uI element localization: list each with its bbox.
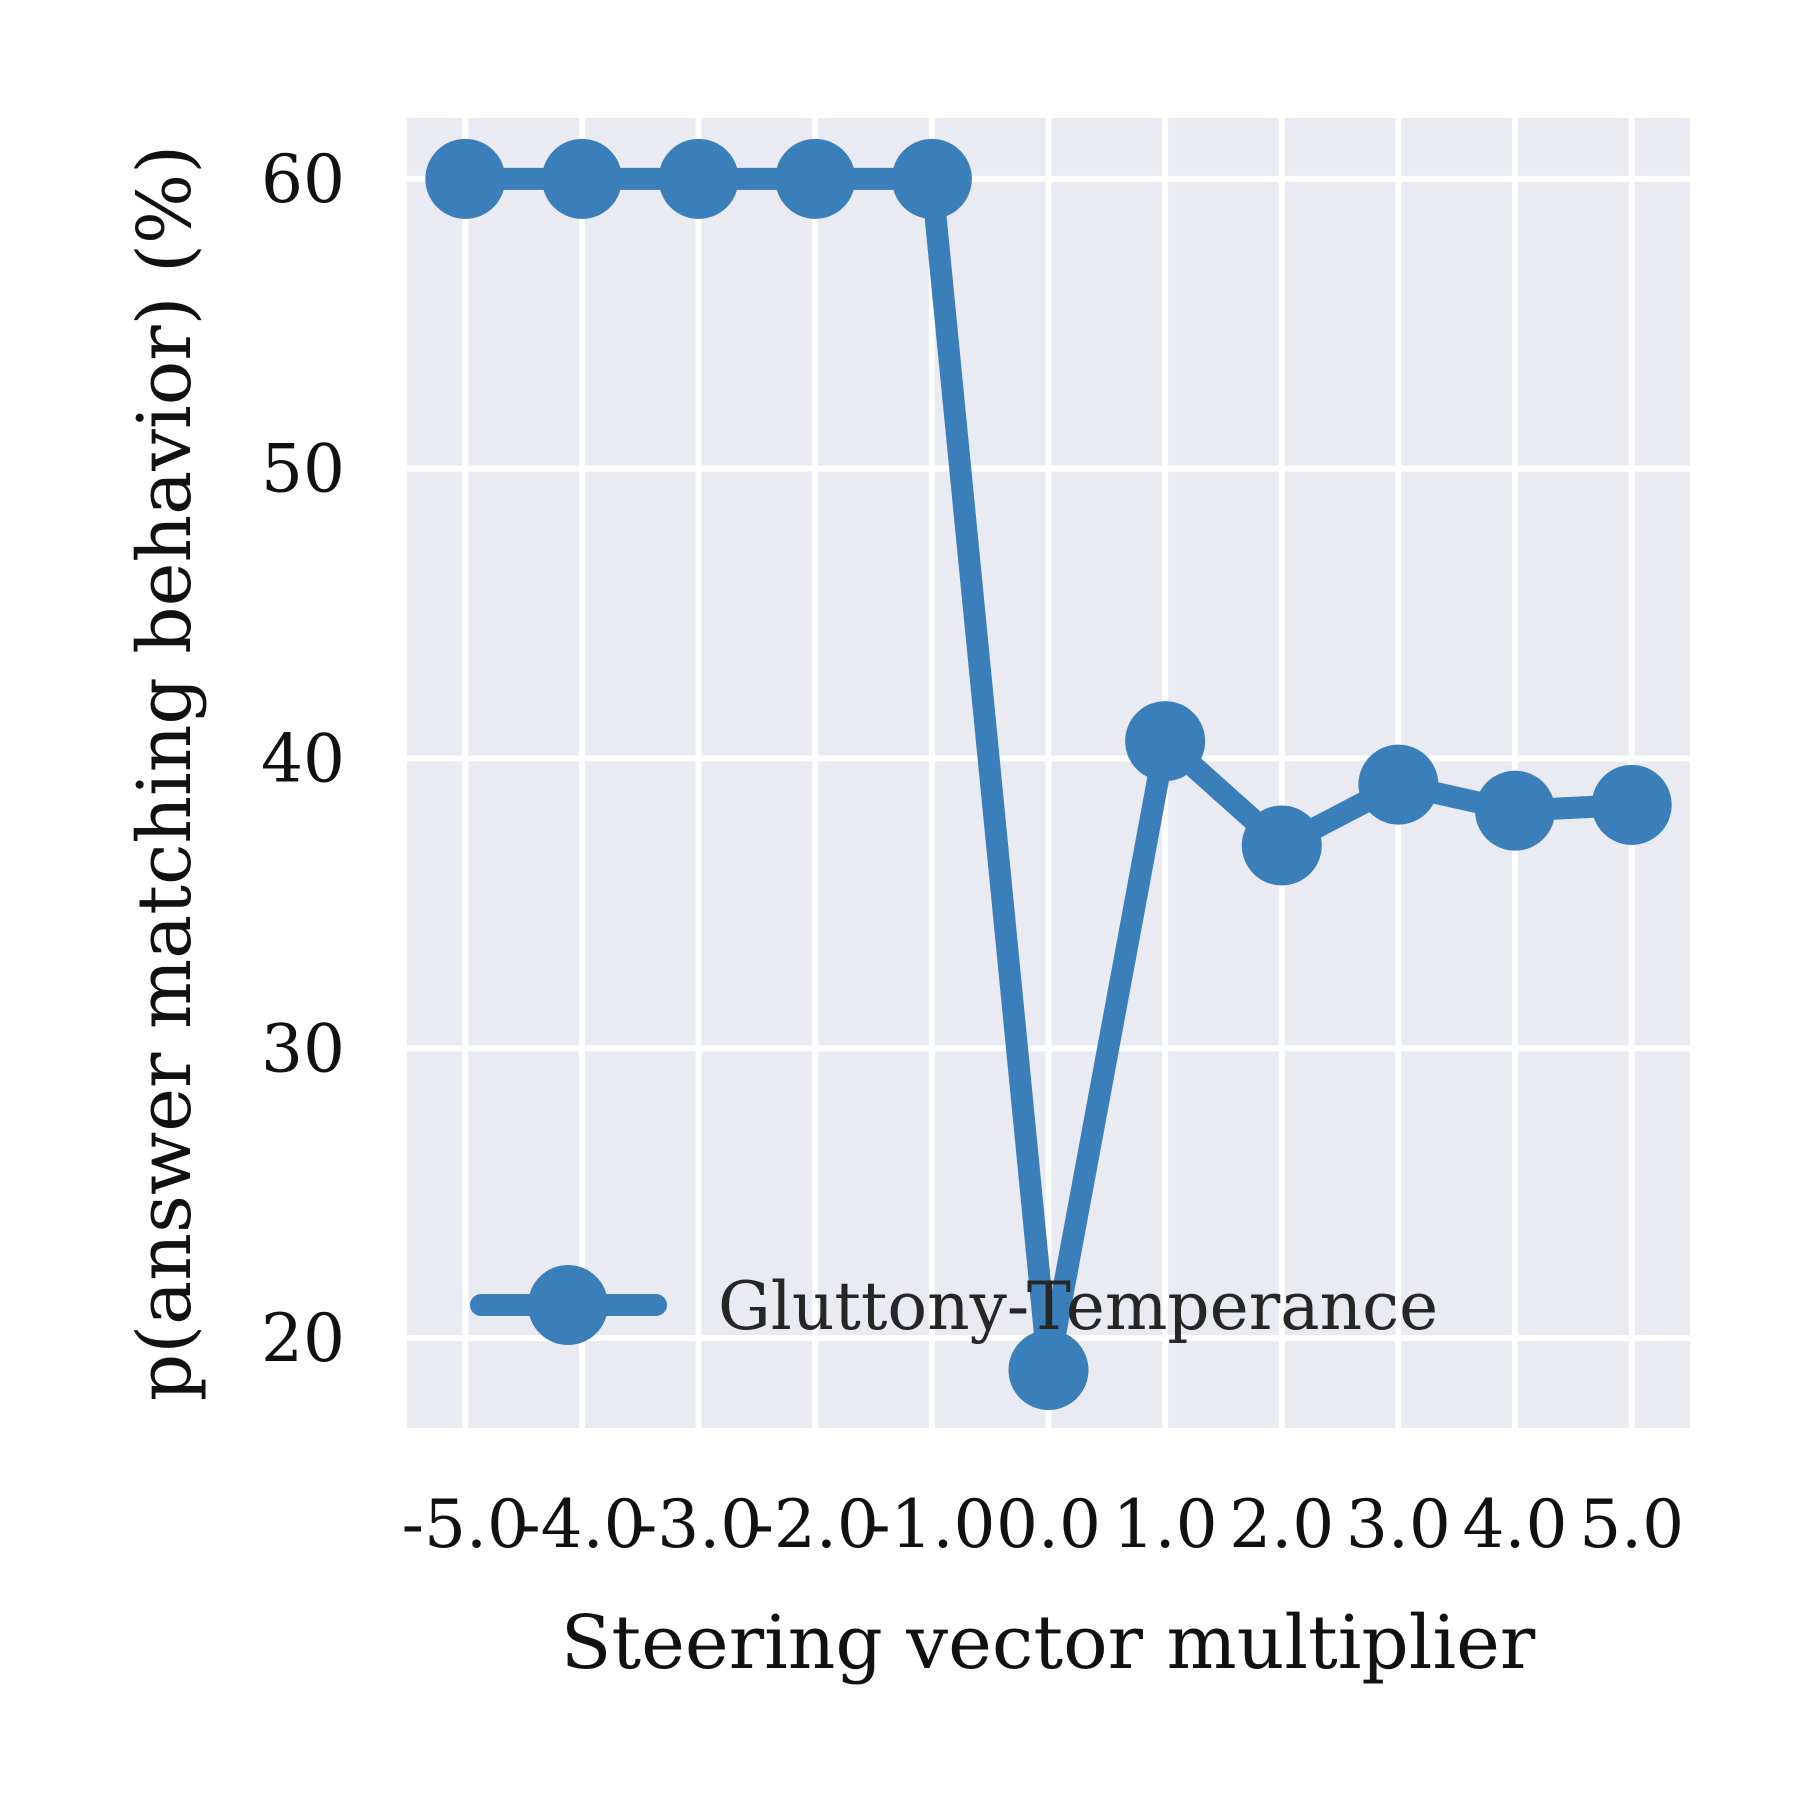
- x-tick-label-9: 4.0: [1463, 1486, 1568, 1563]
- x-tick-labels: -5.0-4.0-3.0-2.0-1.0 0.0 1.0 2.0 3.0 4.0 5.0: [402, 1486, 1684, 1563]
- x-tick-label-1: -4.0: [518, 1486, 645, 1563]
- y-tick-label-0: 20: [261, 1300, 345, 1377]
- x-tick-label-5: 0.0: [996, 1486, 1101, 1563]
- y-tick-labels: 20 30 40 50 60: [261, 141, 345, 1377]
- x-tick-label-7: 2.0: [1229, 1486, 1334, 1563]
- x-axis-title: Steering vector multiplier: [561, 1600, 1536, 1686]
- data-point-0-1: [541, 138, 622, 219]
- data-point-0-5: [1008, 1330, 1089, 1411]
- y-axis-title: p(answer matching behavior) (%): [122, 145, 208, 1401]
- legend: Gluttony-Temperance: [470, 1265, 1438, 1345]
- data-point-0-2: [658, 138, 739, 219]
- x-tick-label-4: -1.0: [868, 1486, 995, 1563]
- x-tick-label-8: 3.0: [1346, 1486, 1451, 1563]
- y-tick-label-3: 50: [261, 431, 345, 508]
- series-layer: [425, 138, 1672, 1411]
- data-point-0-4: [891, 138, 972, 219]
- y-tick-label-1: 30: [261, 1010, 345, 1087]
- data-point-0-7: [1241, 805, 1322, 886]
- data-point-0-8: [1358, 744, 1439, 825]
- data-point-0-6: [1125, 701, 1206, 782]
- data-point-0-9: [1475, 770, 1556, 851]
- y-tick-label-4: 60: [261, 141, 345, 218]
- data-point-0-10: [1591, 764, 1672, 845]
- x-tick-label-10: 5.0: [1579, 1486, 1684, 1563]
- data-point-0-0: [425, 138, 506, 219]
- data-point-0-3: [775, 138, 856, 219]
- y-tick-label-2: 40: [261, 721, 345, 798]
- x-tick-label-0: -5.0: [402, 1486, 529, 1563]
- x-tick-label-3: -2.0: [752, 1486, 879, 1563]
- legend-label: Gluttony-Temperance: [718, 1268, 1438, 1345]
- legend-marker-swatch: [528, 1265, 608, 1345]
- x-tick-label-6: 1.0: [1113, 1486, 1218, 1563]
- x-tick-label-2: -3.0: [635, 1486, 762, 1563]
